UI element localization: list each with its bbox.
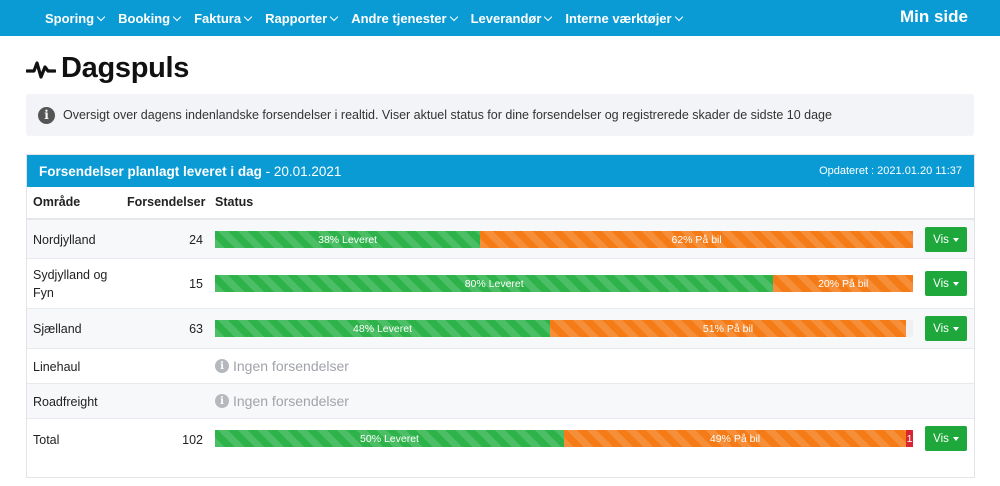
chevron-down-icon xyxy=(329,12,339,21)
show-details-button[interactable]: Vis xyxy=(925,271,967,296)
panel-title-main: Forsendelser planlagt leveret i dag xyxy=(39,164,262,179)
nav-leverandor[interactable]: Leverandør xyxy=(470,10,553,26)
delivered-segment: 80% Leveret xyxy=(215,275,774,292)
pulse-icon xyxy=(26,60,56,79)
status-bar: 48% Leveret 51% På bil xyxy=(215,320,913,337)
nav-interne-vaerktojer[interactable]: Interne værktøjer xyxy=(565,10,683,26)
status-bar: 38% Leveret 62% På bil xyxy=(215,231,913,248)
delivered-segment: 48% Leveret xyxy=(215,320,551,337)
status-bar: 80% Leveret 20% På bil xyxy=(215,275,913,292)
empty-text: Ingen forsendelser xyxy=(233,393,349,409)
area-name: Sjælland xyxy=(33,322,82,336)
table-row: Sydjylland og Fyn 15 80% Leveret 20% På … xyxy=(27,259,974,309)
show-details-button[interactable]: Vis xyxy=(925,227,967,252)
empty-state: i Ingen forsendelser xyxy=(215,358,349,374)
on-vehicle-segment: 20% På bil xyxy=(773,275,913,292)
shipment-count: 102 xyxy=(182,433,203,447)
chevron-down-icon xyxy=(674,12,683,21)
nav-faktura[interactable]: Faktura xyxy=(194,10,253,26)
show-details-button[interactable]: Vis xyxy=(925,426,967,451)
table-row: Sjælland 63 48% Leveret 51% På bil Vis xyxy=(27,309,974,349)
column-header-count: Forsendelser xyxy=(127,195,206,209)
main-menu: Sporing Booking Faktura Rapporter Andre … xyxy=(45,0,696,36)
show-details-button[interactable]: Vis xyxy=(925,316,967,341)
button-label: Vis xyxy=(933,432,949,445)
info-text: Oversigt over dagens indenlandske forsen… xyxy=(63,108,832,122)
info-icon: i xyxy=(215,394,229,408)
info-box: i Oversigt over dagens indenlandske fors… xyxy=(26,94,974,136)
info-icon: i xyxy=(38,106,55,124)
on-vehicle-segment: 49% På bil xyxy=(564,430,907,447)
caret-down-icon xyxy=(952,436,959,441)
caret-down-icon xyxy=(952,326,959,331)
button-label: Vis xyxy=(933,233,949,246)
shipment-count: 15 xyxy=(189,277,203,291)
nav-label: Sporing xyxy=(45,10,95,26)
button-label: Vis xyxy=(933,277,949,290)
area-name: Linehaul xyxy=(33,360,81,374)
info-icon: i xyxy=(215,359,229,373)
header-divider xyxy=(27,218,974,220)
on-vehicle-segment: 51% På bil xyxy=(550,320,906,337)
nav-label: Rapporter xyxy=(265,10,328,26)
my-page-link[interactable]: Min side xyxy=(899,7,968,26)
status-bar: 50% Leveret 49% På bil 1 xyxy=(215,430,913,447)
caret-down-icon xyxy=(952,237,959,242)
empty-state: i Ingen forsendelser xyxy=(215,393,349,409)
column-header-area: Område xyxy=(33,195,81,209)
panel-title: Forsendelser planlagt leveret i dag - 20… xyxy=(39,164,341,179)
table-row: Nordjylland 24 38% Leveret 62% På bil Vi… xyxy=(27,220,974,259)
column-header-status: Status xyxy=(215,195,254,209)
button-label: Vis xyxy=(933,322,949,335)
page-header: Dagspuls xyxy=(26,52,189,85)
nav-rapporter[interactable]: Rapporter xyxy=(265,10,339,26)
updated-timestamp: Opdateret : 2021.01.20 11:37 xyxy=(819,165,962,177)
nav-booking[interactable]: Booking xyxy=(118,10,182,26)
shipments-panel: Forsendelser planlagt leveret i dag - 20… xyxy=(26,154,975,478)
delivered-segment: 50% Leveret xyxy=(215,430,564,447)
area-name: Nordjylland xyxy=(33,233,96,247)
nav-label: Andre tjenester xyxy=(351,10,447,26)
shipment-count: 63 xyxy=(189,322,203,336)
chevron-down-icon xyxy=(172,12,182,21)
panel-header: Forsendelser planlagt leveret i dag - 20… xyxy=(27,155,974,187)
nav-label: Interne værktøjer xyxy=(565,10,672,26)
chevron-down-icon xyxy=(243,12,253,21)
chevron-down-icon xyxy=(449,12,458,21)
top-navigation: Sporing Booking Faktura Rapporter Andre … xyxy=(0,0,1000,36)
panel-title-date: - 20.01.2021 xyxy=(261,164,342,179)
page-title: Dagspuls xyxy=(61,52,190,84)
on-vehicle-segment: 62% På bil xyxy=(480,231,913,248)
shipment-count: 24 xyxy=(189,233,203,247)
delivered-segment: 38% Leveret xyxy=(215,231,481,248)
nav-label: Leverandør xyxy=(470,10,542,26)
table-row: Roadfreight i Ingen forsendelser xyxy=(27,384,974,419)
area-name: Roadfreight xyxy=(33,395,98,409)
chevron-down-icon xyxy=(544,12,553,21)
caret-down-icon xyxy=(952,281,959,286)
table-row-total: Total 102 50% Leveret 49% På bil 1 Vis xyxy=(27,419,974,459)
chevron-down-icon xyxy=(96,12,106,21)
nav-sporing[interactable]: Sporing xyxy=(45,10,106,26)
nav-label: Faktura xyxy=(194,10,242,26)
nav-label: Booking xyxy=(118,10,171,26)
area-name: Total xyxy=(33,433,60,447)
table-row: Linehaul i Ingen forsendelser xyxy=(27,349,974,384)
empty-text: Ingen forsendelser xyxy=(233,358,349,374)
nav-andre-tjenester[interactable]: Andre tjenester xyxy=(351,10,458,26)
other-segment: 1 xyxy=(906,430,913,447)
area-name: Sydjylland og Fyn xyxy=(33,268,108,300)
